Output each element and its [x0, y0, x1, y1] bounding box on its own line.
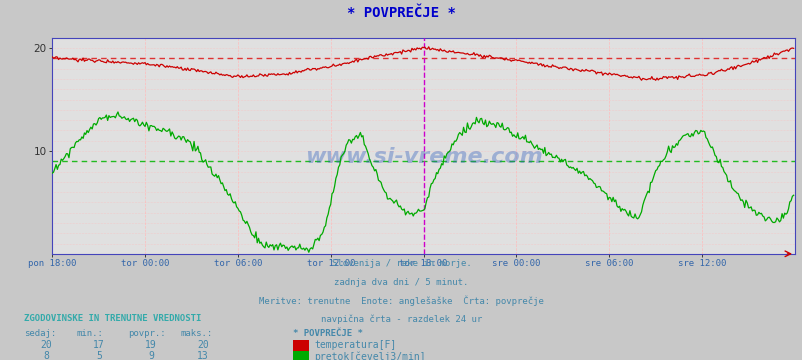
Text: maks.:: maks.: — [180, 328, 213, 338]
Text: ZGODOVINSKE IN TRENUTNE VREDNOSTI: ZGODOVINSKE IN TRENUTNE VREDNOSTI — [24, 314, 201, 323]
Text: 19: 19 — [145, 340, 156, 350]
Text: 20: 20 — [41, 340, 52, 350]
Text: min.:: min.: — [76, 328, 103, 338]
Text: 13: 13 — [197, 351, 209, 360]
Text: pretok[čevelj3/min]: pretok[čevelj3/min] — [314, 351, 425, 360]
Text: * POVPREČJE *: * POVPREČJE * — [293, 328, 363, 338]
Text: 9: 9 — [148, 351, 154, 360]
Text: 8: 8 — [43, 351, 50, 360]
Text: 17: 17 — [93, 340, 104, 350]
Text: navpična črta - razdelek 24 ur: navpična črta - razdelek 24 ur — [321, 315, 481, 324]
Text: sedaj:: sedaj: — [24, 328, 56, 338]
Text: zadnja dva dni / 5 minut.: zadnja dva dni / 5 minut. — [334, 278, 468, 287]
Text: www.si-vreme.com: www.si-vreme.com — [304, 147, 542, 167]
Text: povpr.:: povpr.: — [128, 328, 166, 338]
Text: Meritve: trenutne  Enote: anglešaške  Črta: povprečje: Meritve: trenutne Enote: anglešaške Črta… — [259, 296, 543, 306]
Text: 20: 20 — [197, 340, 209, 350]
Text: 5: 5 — [95, 351, 102, 360]
Text: * POVPREČJE *: * POVPREČJE * — [346, 6, 456, 19]
Text: temperatura[F]: temperatura[F] — [314, 340, 395, 350]
Text: Slovenija / reke in morje.: Slovenija / reke in morje. — [331, 259, 471, 268]
